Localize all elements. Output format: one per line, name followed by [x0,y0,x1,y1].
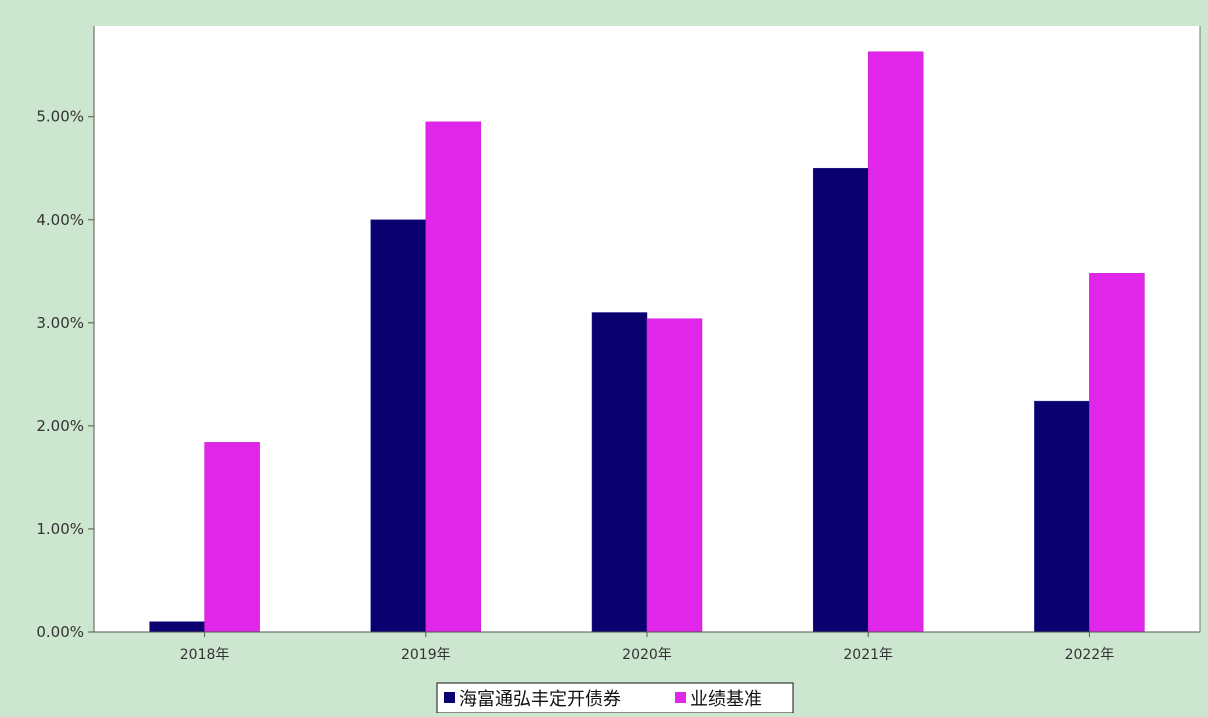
y-tick-label: 5.00% [36,108,84,126]
legend-label-series-1: 海富通弘丰定开债券 [459,689,621,710]
bars-group [149,51,1145,633]
legend: 海富通弘丰定开债券 业绩基准 [436,682,794,714]
y-tick-label: 1.00% [36,520,84,538]
x-tick-label: 2022年 [1065,647,1115,663]
x-axis-ticks: 2018年 2019年 2020年 2021年 2022年 [180,632,1114,663]
legend-label-series-2: 业绩基准 [690,689,762,710]
y-tick-label: 0.00% [36,623,84,641]
x-tick-label: 2020年 [622,647,672,663]
legend-box [436,682,794,714]
x-tick-label: 2019年 [401,647,451,663]
bar-series-1-2019年 [370,219,427,633]
bar-series-2-2018年 [204,442,260,633]
bar-series-2-2021年 [867,51,924,633]
x-tick-label: 2021年 [843,647,893,663]
y-tick-label: 3.00% [36,314,84,332]
legend-swatch-series-1 [444,692,455,703]
y-tick-label: 4.00% [36,211,84,229]
bar-series-1-2018年 [149,621,205,633]
bar-series-2-2019年 [425,121,482,633]
legend-swatch-series-2 [675,692,686,703]
bar-series-2-2022年 [1089,273,1145,633]
x-tick-label: 2018年 [180,647,230,663]
y-tick-label: 2.00% [36,417,84,435]
bar-series-1-2020年 [591,312,648,633]
bar-series-1-2022年 [1034,400,1090,633]
bar-series-2-2020年 [646,318,703,633]
y-axis-ticks: 0.00% 1.00% 2.00% 3.00% 4.00% 5.00% [36,108,94,641]
bar-series-1-2021年 [812,167,869,633]
